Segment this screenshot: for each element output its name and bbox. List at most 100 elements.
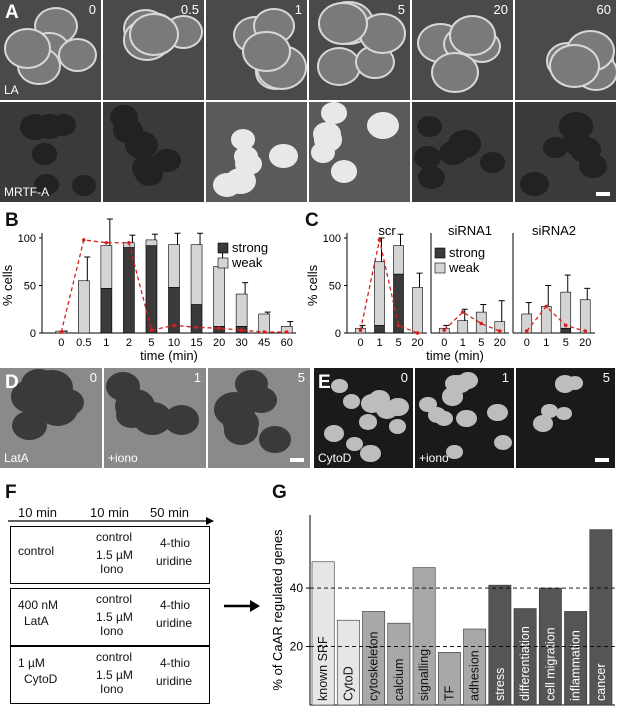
row-label: CytoD [318,451,352,465]
cell-nucleus [541,404,558,419]
x-tick-label: 10 [168,337,180,349]
micrograph-image: MRTF-A [0,102,101,202]
cell-nucleus [132,401,172,435]
cell-nucleus [269,144,298,169]
bar-weak [235,293,248,327]
treatment-label: 1 µM [18,656,45,670]
bar [513,608,537,706]
cell-nucleus [579,153,608,178]
x-tick-label: 5 [563,337,569,349]
bar-weak [494,321,506,334]
row-label: +iono [108,451,138,465]
x-tick-label: 0.5 [76,337,91,349]
cell-nucleus [223,408,260,439]
trend-point [104,240,109,245]
bar-label: signalling [417,649,431,701]
bar [336,619,360,706]
x-tick-label: 15 [190,337,202,349]
group-title: siRNA2 [532,223,576,238]
x-tick-label: 5 [395,337,401,349]
y-tick-label: 40 [290,581,304,595]
time-label: 50 min [150,505,190,520]
time-label: 0 [400,370,408,385]
micrograph-image [206,102,307,202]
bar-weak [168,244,180,288]
cell-nucleus [434,410,453,427]
time-label: 60 [596,2,611,17]
bar [311,561,335,706]
cell-nucleus [233,146,258,167]
output-label: uridine [156,616,193,630]
time-label: 5 [297,370,305,385]
x-tick-label: 0 [58,337,64,349]
bar-label: known SRF [316,636,330,701]
panel-label-b: B [5,210,19,231]
bar-weak [579,299,591,334]
x-tick-label: 20 [213,337,225,349]
bar [437,652,461,706]
condition-label: Iono [100,682,124,696]
y-tick-label: 100 [323,233,341,245]
cell-nucleus [259,426,291,454]
cell-nucleus [128,12,179,56]
cell-nucleus [4,28,52,69]
x-tick-label: 0 [357,337,363,349]
row-label: +iono [419,451,449,465]
panel-label-a: A [5,2,19,23]
cell-nucleus [36,391,78,427]
legend-label: strong [449,245,485,260]
x-tick-label: 20 [494,337,506,349]
cell-nucleus [556,406,573,421]
trend-point [194,325,199,330]
cell-nucleus [321,102,347,124]
condition-label: 1.5 µM [96,610,133,624]
group-title: scr [378,223,396,238]
micrograph-image: 0.5 [103,0,204,100]
legend-swatch [217,242,229,254]
micrograph-image: 0 LA [0,0,101,100]
row-label: LA [4,83,19,97]
bar-weak [100,245,113,289]
bar-label: cell migration [543,627,557,701]
bar-weak [190,244,203,305]
trend-point [524,329,529,333]
bar-label: cytoskeleton [367,631,381,701]
legend-label: weak [231,255,263,270]
bar-weak [145,239,158,246]
micrograph-image: 1 +iono [104,368,206,468]
chart-b: 0 50 100 % cells 0 0.5 1 2 5 10 15 20 30 45 60 time (mi… [0,218,296,363]
cell-nucleus [109,105,138,130]
x-tick-label: 0 [441,337,447,349]
y-axis-label: % cells [305,264,320,306]
cell-nucleus [324,424,345,442]
treatment-box [10,588,210,646]
time-label: 1 [501,370,509,385]
x-tick-label: 5 [478,337,484,349]
y-tick-label: 20 [290,640,304,654]
time-label: 5 [397,2,405,17]
treatment-box [10,526,210,584]
output-label: 4-thio [160,598,191,612]
cell-nucleus [134,161,164,187]
x-tick-label: 1 [460,337,466,349]
cell-nucleus [346,436,363,451]
cell-nucleus [71,175,97,197]
cell-nucleus [446,444,463,459]
y-tick-label: 100 [18,233,36,245]
time-label: 10 min [18,505,58,520]
legend-label: strong [232,240,268,255]
y-tick-label: 0 [30,328,36,340]
panel-label-d: D [5,372,19,393]
x-tick-label: 0 [524,337,530,349]
cell-nucleus [19,113,51,140]
bar-label: CytoD [341,666,355,701]
row-label: LatA [4,451,29,465]
trend-point [479,321,484,326]
condition-label: Iono [100,562,124,576]
time-label: 5 [602,370,610,385]
arrow-head-icon [206,517,214,525]
cell-nucleus [543,137,568,159]
time-label: 10 min [90,505,130,520]
bar-label: inflammation [569,630,583,701]
y-axis-label: % cells [0,264,15,306]
